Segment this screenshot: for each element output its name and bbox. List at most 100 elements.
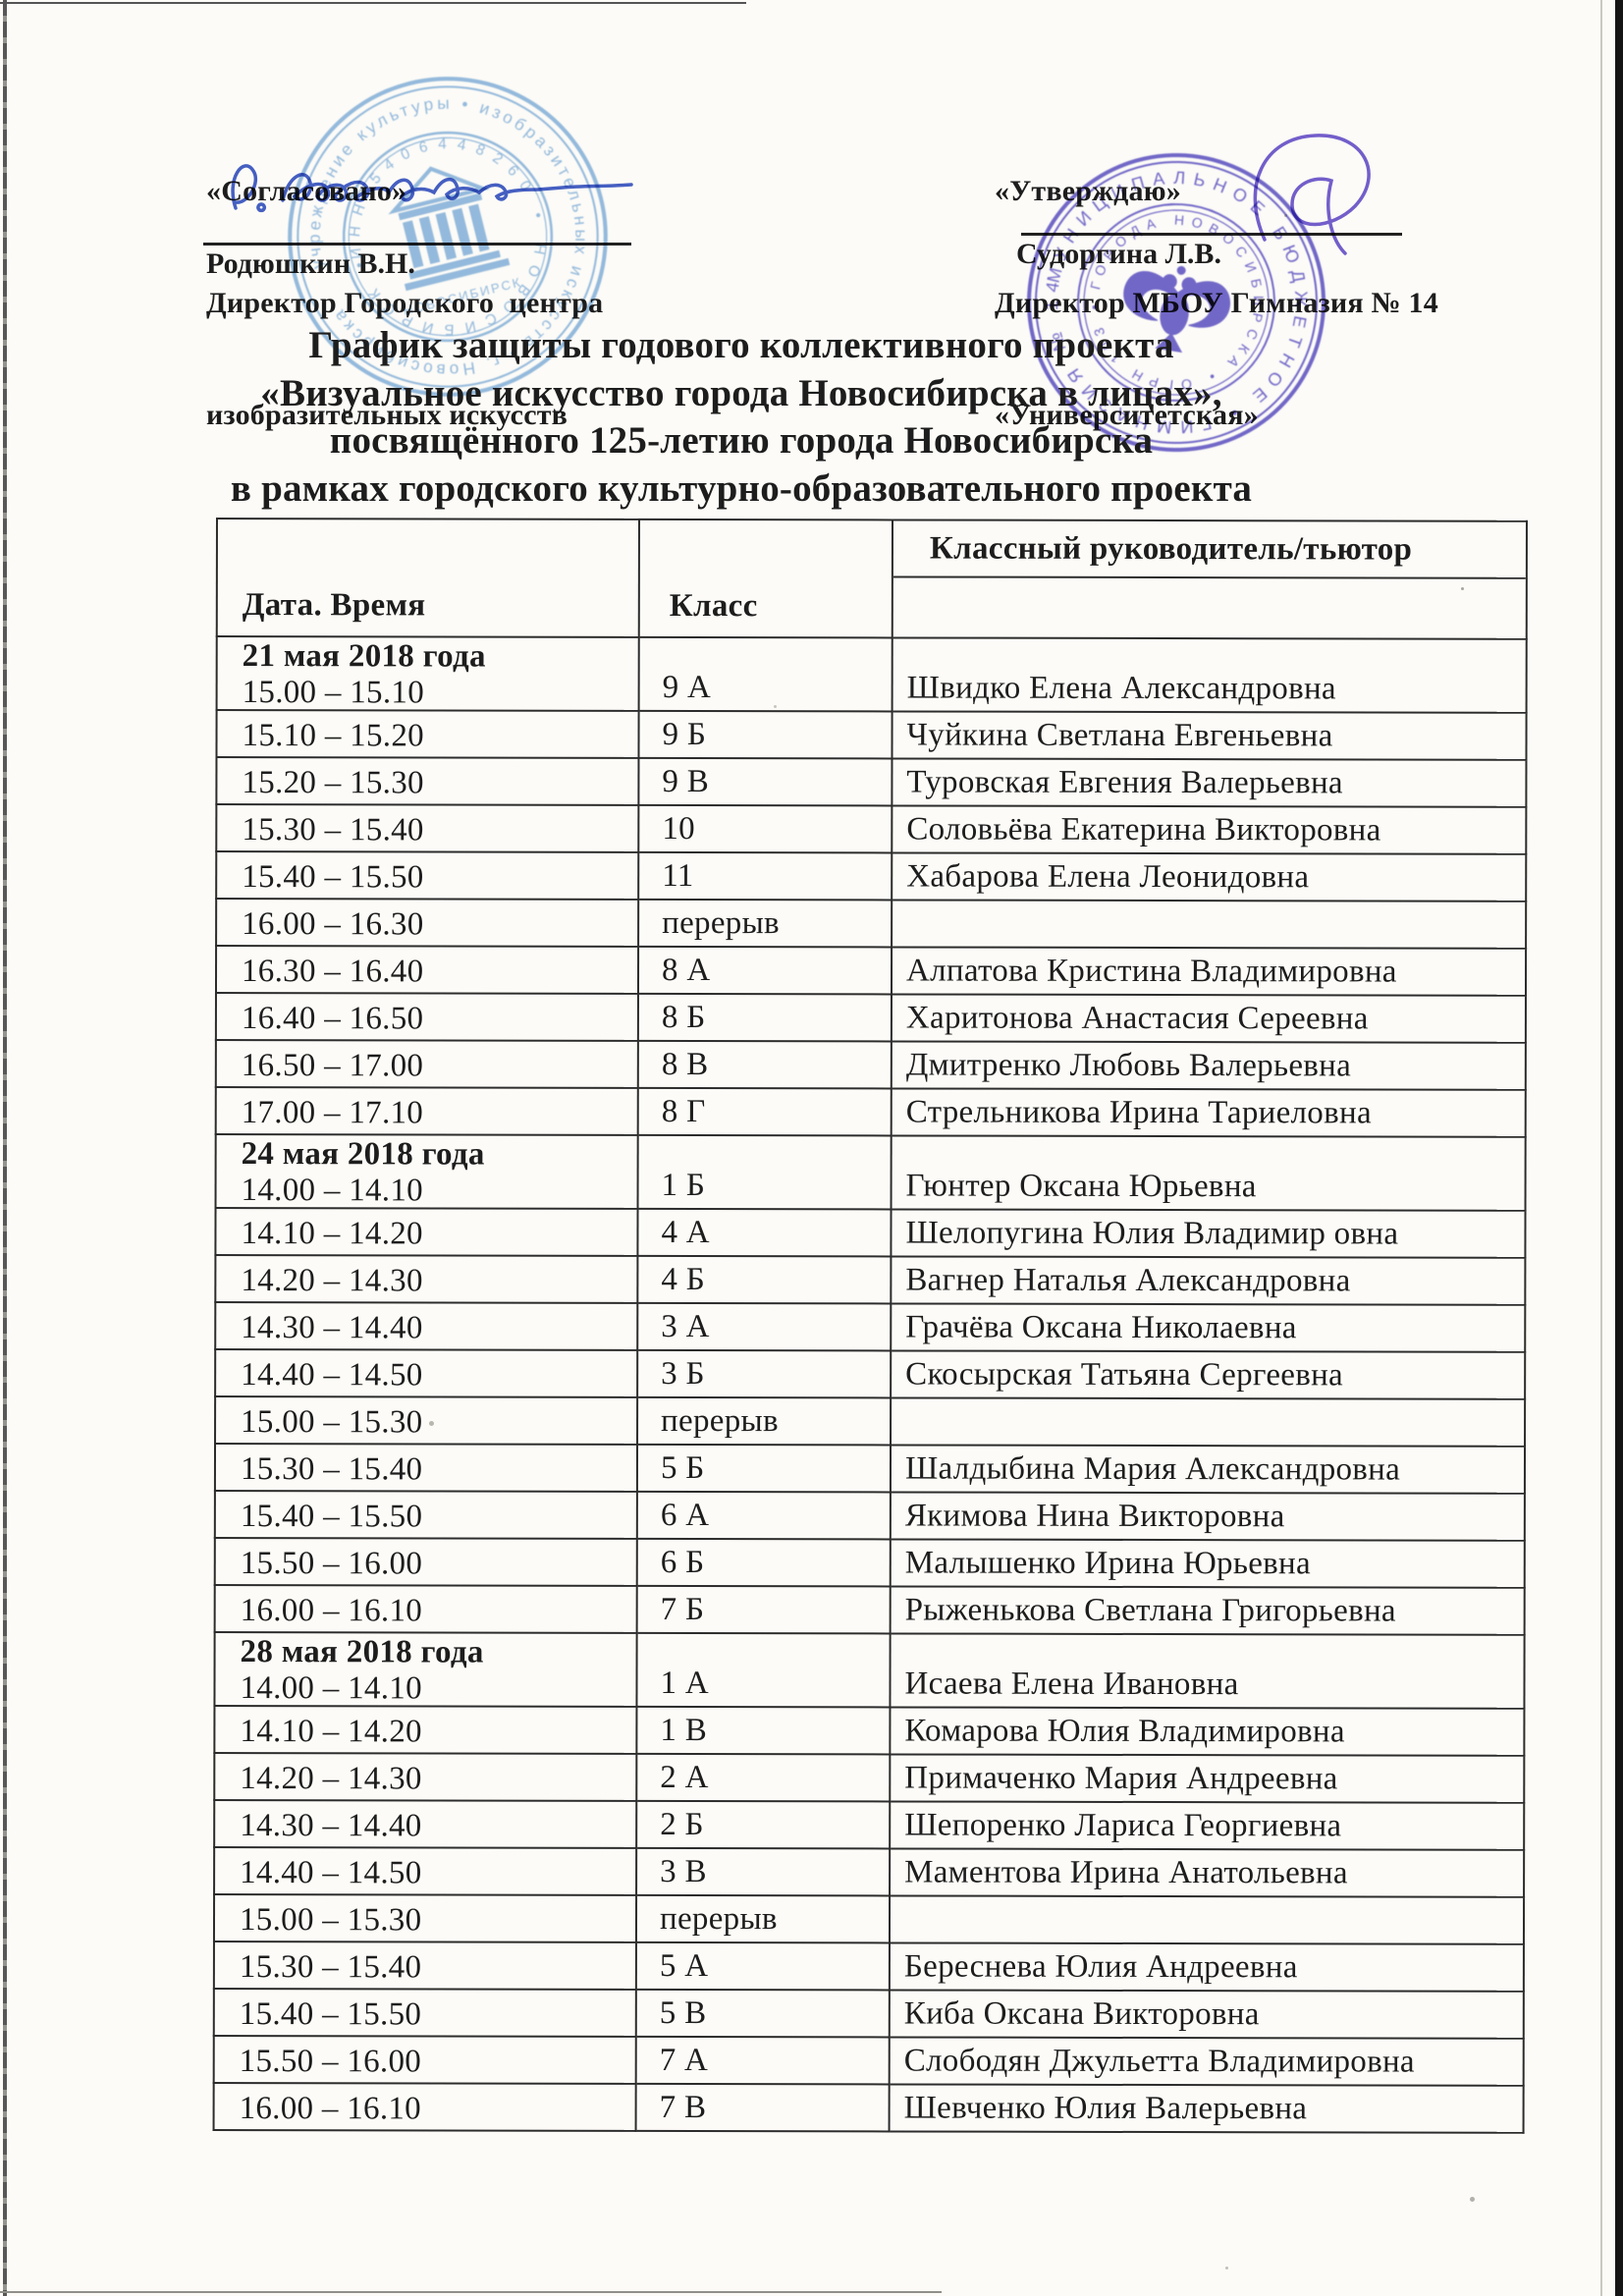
table-row: 15.00 – 15.30 перерыв <box>213 1893 1525 1944</box>
table-row: 15.40 – 15.50 6 А Якимова Нина Викторовна <box>214 1490 1525 1541</box>
cell-class: 8 Г <box>637 1087 892 1136</box>
cell-teacher: Грачёва Оксана Николаевна <box>891 1303 1526 1352</box>
cell-class: 3 А <box>637 1302 892 1351</box>
table-row: 28 мая 2018 года 14.00 – 14.10 1 А Исаева Е… <box>214 1631 1525 1709</box>
time-slot-label: 15.00 – 15.10 <box>242 675 425 711</box>
cell-class: 8 В <box>637 1040 892 1089</box>
cell-teacher: Хабарова Елена Леонидовна <box>892 852 1527 902</box>
signature-rodyushkin <box>231 164 633 213</box>
cell-date-time: 15.50 – 16.00 <box>214 1537 637 1586</box>
time-slot-label: 15.30 – 15.40 <box>239 1948 422 1985</box>
schedule-table: Дата. Время Класс Классный руководитель/… <box>213 518 1528 2134</box>
cell-date-time: 14.10 – 14.20 <box>214 1705 637 1754</box>
cell-date-time: 16.40 – 16.50 <box>215 993 638 1041</box>
time-slot-label: 15.50 – 16.00 <box>239 2043 422 2079</box>
cell-class: 10 <box>638 804 893 853</box>
time-slot-label: 14.00 – 14.10 <box>240 1670 422 1707</box>
table-row: 14.40 – 14.50 3 Б Скосырская Татьяна Серге… <box>215 1349 1526 1399</box>
cell-class: перерыв <box>638 899 893 948</box>
time-slot-label: 14.30 – 14.40 <box>241 1309 423 1345</box>
date-group-label: 28 мая 2018 года <box>240 1634 484 1670</box>
scan-edge-right <box>1615 0 1623 2296</box>
approval-left-block: «Согласовано» Директор Городского центра… <box>206 98 603 471</box>
cell-date-time: 15.00 – 15.30 <box>213 1893 637 1942</box>
cell-teacher: Береснева Юлия Андреевна <box>889 1942 1524 1992</box>
cell-class: 8 Б <box>637 993 892 1042</box>
scan-speckles <box>1461 587 1464 590</box>
cell-teacher: Рыженькова Светлана Григорьевна <box>890 1586 1525 1635</box>
cell-date-time: 15.40 – 15.50 <box>216 851 639 900</box>
table-header-row: Дата. Время Класс Классный руководитель/… <box>216 519 1527 639</box>
cell-date-time: 15.00 – 15.30 <box>215 1396 638 1445</box>
table-row: 14.30 – 14.40 3 А Грачёва Оксана Николаевн… <box>215 1302 1526 1352</box>
cell-date-time: 16.00 – 16.30 <box>216 899 639 947</box>
table-row: 15.30 – 15.40 5 А Береснева Юлия Андреевна <box>213 1941 1524 1992</box>
document-title-line-1: График защиты годового коллективного про… <box>308 324 1174 366</box>
schedule-table-body: Дата. Время Класс Классный руководитель/… <box>213 519 1527 2133</box>
cell-teacher <box>891 1397 1526 1447</box>
time-slot-label: 15.30 – 15.40 <box>240 1450 423 1487</box>
cell-date-time: 24 мая 2018 года 14.00 – 14.10 <box>215 1134 638 1209</box>
cell-class: 5 В <box>635 1989 890 2038</box>
table-row: 15.00 – 15.30 перерыв <box>215 1396 1526 1447</box>
header-teacher: Классный руководитель/тьютор <box>892 519 1527 639</box>
cell-class: 8 А <box>637 946 893 995</box>
time-slot-label: 15.40 – 15.50 <box>240 1498 423 1534</box>
cell-teacher: Малышенко Ирина Юрьевна <box>890 1539 1525 1588</box>
scan-edge-top <box>0 2 747 4</box>
time-slot-label: 14.10 – 14.20 <box>241 1215 423 1251</box>
time-slot-label: 14.00 – 14.10 <box>241 1173 424 1209</box>
table-row: 14.30 – 14.40 2 Б Шепоренко Лариса Георгие… <box>214 1799 1525 1850</box>
time-slot-label: 17.00 – 17.10 <box>241 1094 424 1130</box>
cell-class: 3 В <box>636 1847 891 1896</box>
cell-teacher <box>889 1895 1525 1944</box>
document-title-line-2: «Визуальное искусство города Новосибирск… <box>260 371 1222 414</box>
table-row: 15.20 – 15.30 9 В Туровская Евгения Валерь… <box>216 757 1527 807</box>
time-slot-label: 16.40 – 16.50 <box>241 1000 424 1036</box>
cell-date-time: 14.10 – 14.20 <box>215 1208 638 1256</box>
table-row: 15.50 – 16.00 6 Б Малышенко Ирина Юрьевна <box>214 1537 1525 1588</box>
cell-class: перерыв <box>637 1396 892 1446</box>
cell-class: 1 Б <box>637 1134 892 1210</box>
cell-class: 4 Б <box>637 1255 892 1304</box>
cell-teacher: Шепоренко Лариса Георгиевна <box>890 1801 1525 1850</box>
cell-date-time: 14.30 – 14.40 <box>215 1302 638 1350</box>
cell-class: 5 А <box>635 1941 890 1991</box>
document-title-line-4: в рамках городского культурно-образовате… <box>230 466 1253 510</box>
cell-date-time: 16.00 – 16.10 <box>213 2082 636 2131</box>
date-group-label: 21 мая 2018 года <box>242 638 486 675</box>
cell-class: 3 Б <box>637 1349 892 1398</box>
cell-date-time: 15.30 – 15.40 <box>213 1941 636 1990</box>
cell-class: 7 В <box>635 2083 890 2132</box>
cell-teacher: Шалдыбина Мария Александровна <box>890 1445 1526 1494</box>
approval-right-role-line2: «Университетская» <box>995 399 1259 431</box>
cell-teacher: Харитонова Анастасия Сереевна <box>891 994 1526 1043</box>
table-row: 14.20 – 14.30 2 А Примаченко Мария Андреев… <box>214 1752 1525 1803</box>
cell-date-time: 16.30 – 16.40 <box>215 946 639 994</box>
cell-teacher: Чуйкина Светлана Евгеньевна <box>892 711 1527 760</box>
time-slot-label: 15.40 – 15.50 <box>239 1995 422 2032</box>
header-date-time: Дата. Время <box>216 519 639 637</box>
cell-class: 2 Б <box>636 1800 891 1849</box>
table-row: 14.40 – 14.50 3 В Маментова Ирина Анатолье… <box>214 1846 1525 1897</box>
cell-date-time: 17.00 – 17.10 <box>215 1087 638 1135</box>
signature-sudorgina <box>1253 134 1371 255</box>
cell-date-time: 15.20 – 15.30 <box>216 757 639 805</box>
document-title: График защиты годового коллективного про… <box>74 322 1409 513</box>
table-row: 16.00 – 16.10 7 В Шевченко Юлия Валерьевна <box>213 2082 1524 2133</box>
time-slot-label: 14.20 – 14.30 <box>240 1760 422 1796</box>
table-row: 14.10 – 14.20 4 А Шелопугина Юлия Владимир… <box>215 1208 1526 1258</box>
approval-left-role-line2: изобразительных искусств <box>206 399 568 431</box>
signature-line-right <box>1021 233 1402 236</box>
cell-class: 7 А <box>635 2036 890 2085</box>
cell-class: 1 В <box>636 1706 891 1755</box>
cell-date-time: 15.10 – 15.20 <box>216 710 639 758</box>
time-slot-label: 16.00 – 16.30 <box>242 905 424 942</box>
table-row: 14.20 – 14.30 4 Б Вагнер Наталья Александр… <box>215 1255 1526 1305</box>
approval-right-block: «Утверждаю» Директор МБОУ Гимназия № 14 … <box>995 98 1438 471</box>
cell-class: 4 А <box>637 1208 892 1257</box>
table-row: 17.00 – 17.10 8 Г Стрельникова Ирина Тарие… <box>215 1087 1526 1137</box>
cell-date-time: 28 мая 2018 года 14.00 – 14.10 <box>214 1631 637 1707</box>
cell-teacher: Шелопугина Юлия Владимир овна <box>891 1209 1526 1258</box>
